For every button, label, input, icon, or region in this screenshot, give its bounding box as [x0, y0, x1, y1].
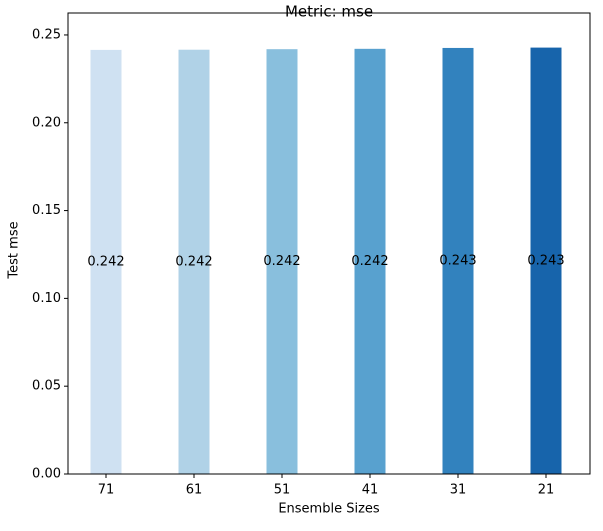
value-label: 0.243 [527, 253, 564, 268]
y-tick-label: 0.20 [32, 115, 61, 130]
bar [90, 49, 122, 474]
bar [442, 47, 474, 475]
y-axis-label: Test mse [7, 221, 22, 279]
plot-frame [67, 12, 591, 475]
bar [354, 48, 386, 474]
value-label: 0.242 [263, 254, 300, 269]
x-tick-label: 41 [362, 483, 379, 498]
value-label: 0.242 [87, 254, 124, 269]
value-label: 0.242 [351, 254, 388, 269]
y-tick-label: 0.15 [32, 203, 61, 218]
x-axis-label: Ensemble Sizes [278, 502, 380, 517]
x-tick-label: 51 [274, 483, 291, 498]
y-tick-label: 0.25 [32, 27, 61, 42]
y-tick-label: 0.00 [32, 467, 61, 482]
x-tick-label: 61 [186, 483, 203, 498]
x-tick-label: 31 [450, 483, 467, 498]
bar [266, 49, 298, 475]
value-label: 0.243 [439, 253, 476, 268]
y-tick-label: 0.10 [32, 291, 61, 306]
bar [178, 49, 210, 475]
x-tick-label: 21 [538, 483, 555, 498]
chart-title: Metric: mse [285, 3, 373, 21]
value-label: 0.242 [175, 254, 212, 269]
bar [530, 47, 562, 474]
y-tick-label: 0.05 [32, 379, 61, 394]
x-tick-label: 71 [98, 483, 115, 498]
